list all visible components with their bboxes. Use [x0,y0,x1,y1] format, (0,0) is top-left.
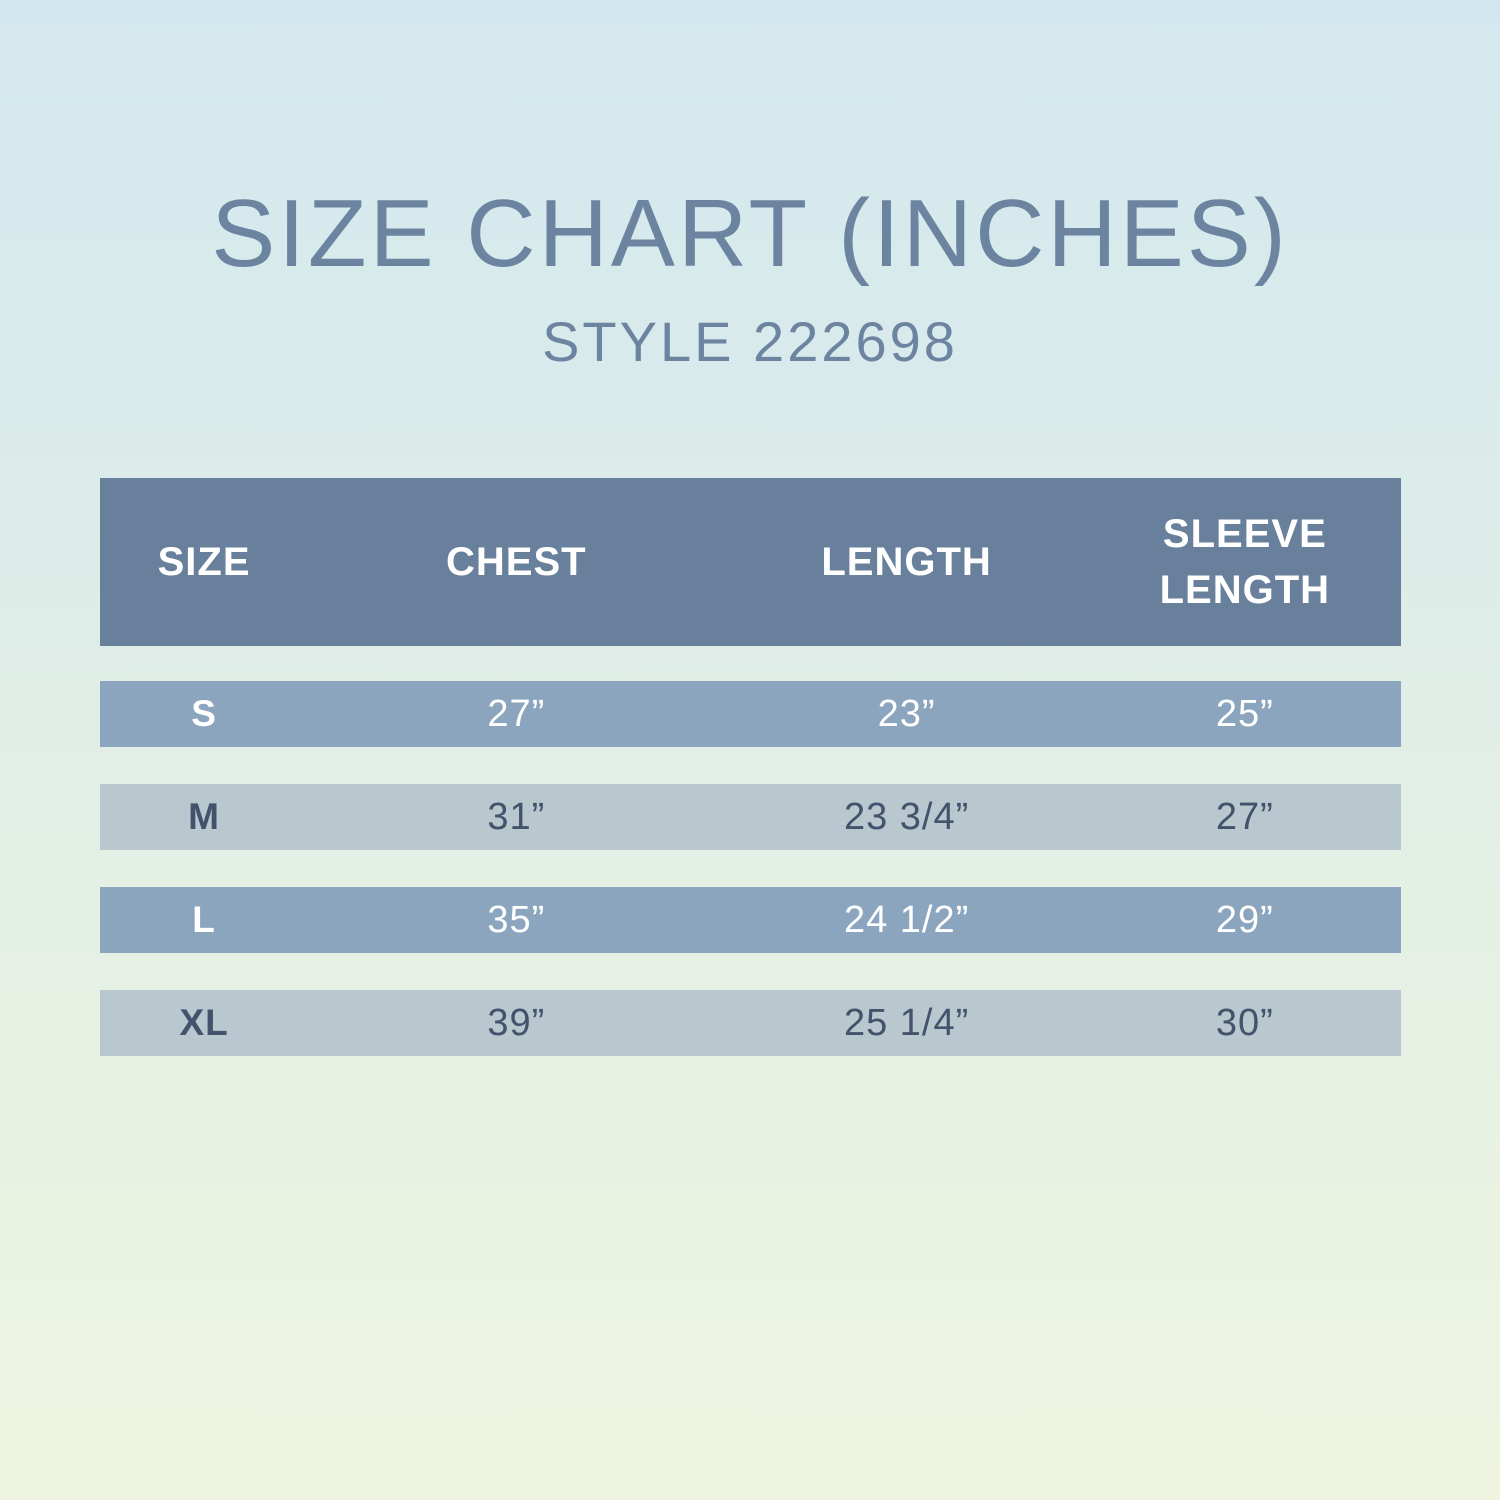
length-value: 23 3/4” [843,795,970,838]
size-chart-table: SIZE CHEST LENGTH SLEEVE LENGTH S 27” 23… [100,478,1401,1093]
table-header-row: SIZE CHEST LENGTH SLEEVE LENGTH [100,478,1401,646]
page-title: SIZE CHART (INCHES) [211,180,1289,287]
table-row-m: M 31” 23 3/4” 27” [100,784,1401,850]
size-label: M [188,796,220,837]
sleeve-length-value: 27” [1215,795,1274,838]
column-header-size: SIZE [157,540,251,584]
sleeve-length-value: 25” [1215,692,1274,735]
chest-value: 35” [487,898,546,941]
chest-value: 27” [487,692,546,735]
sleeve-length-value: 30” [1215,1001,1274,1044]
size-label: S [191,693,217,734]
column-header-chest: CHEST [446,540,587,584]
column-header-length: LENGTH [821,540,992,584]
size-label: L [192,899,216,940]
chest-value: 31” [487,795,546,838]
chest-value: 39” [487,1001,546,1044]
table-row-l: L 35” 24 1/2” 29” [100,887,1401,953]
length-value: 25 1/4” [843,1001,970,1044]
length-value: 24 1/2” [843,898,970,941]
style-number: STYLE 222698 [542,310,958,373]
table-row-xl: XL 39” 25 1/4” 30” [100,990,1401,1056]
table-row-s: S 27” 23” 25” [100,681,1401,747]
size-label: XL [179,1002,229,1043]
sleeve-length-value: 29” [1215,898,1274,941]
length-value: 23” [877,692,936,735]
column-header-sleeve-length: SLEEVE LENGTH [1159,512,1331,612]
